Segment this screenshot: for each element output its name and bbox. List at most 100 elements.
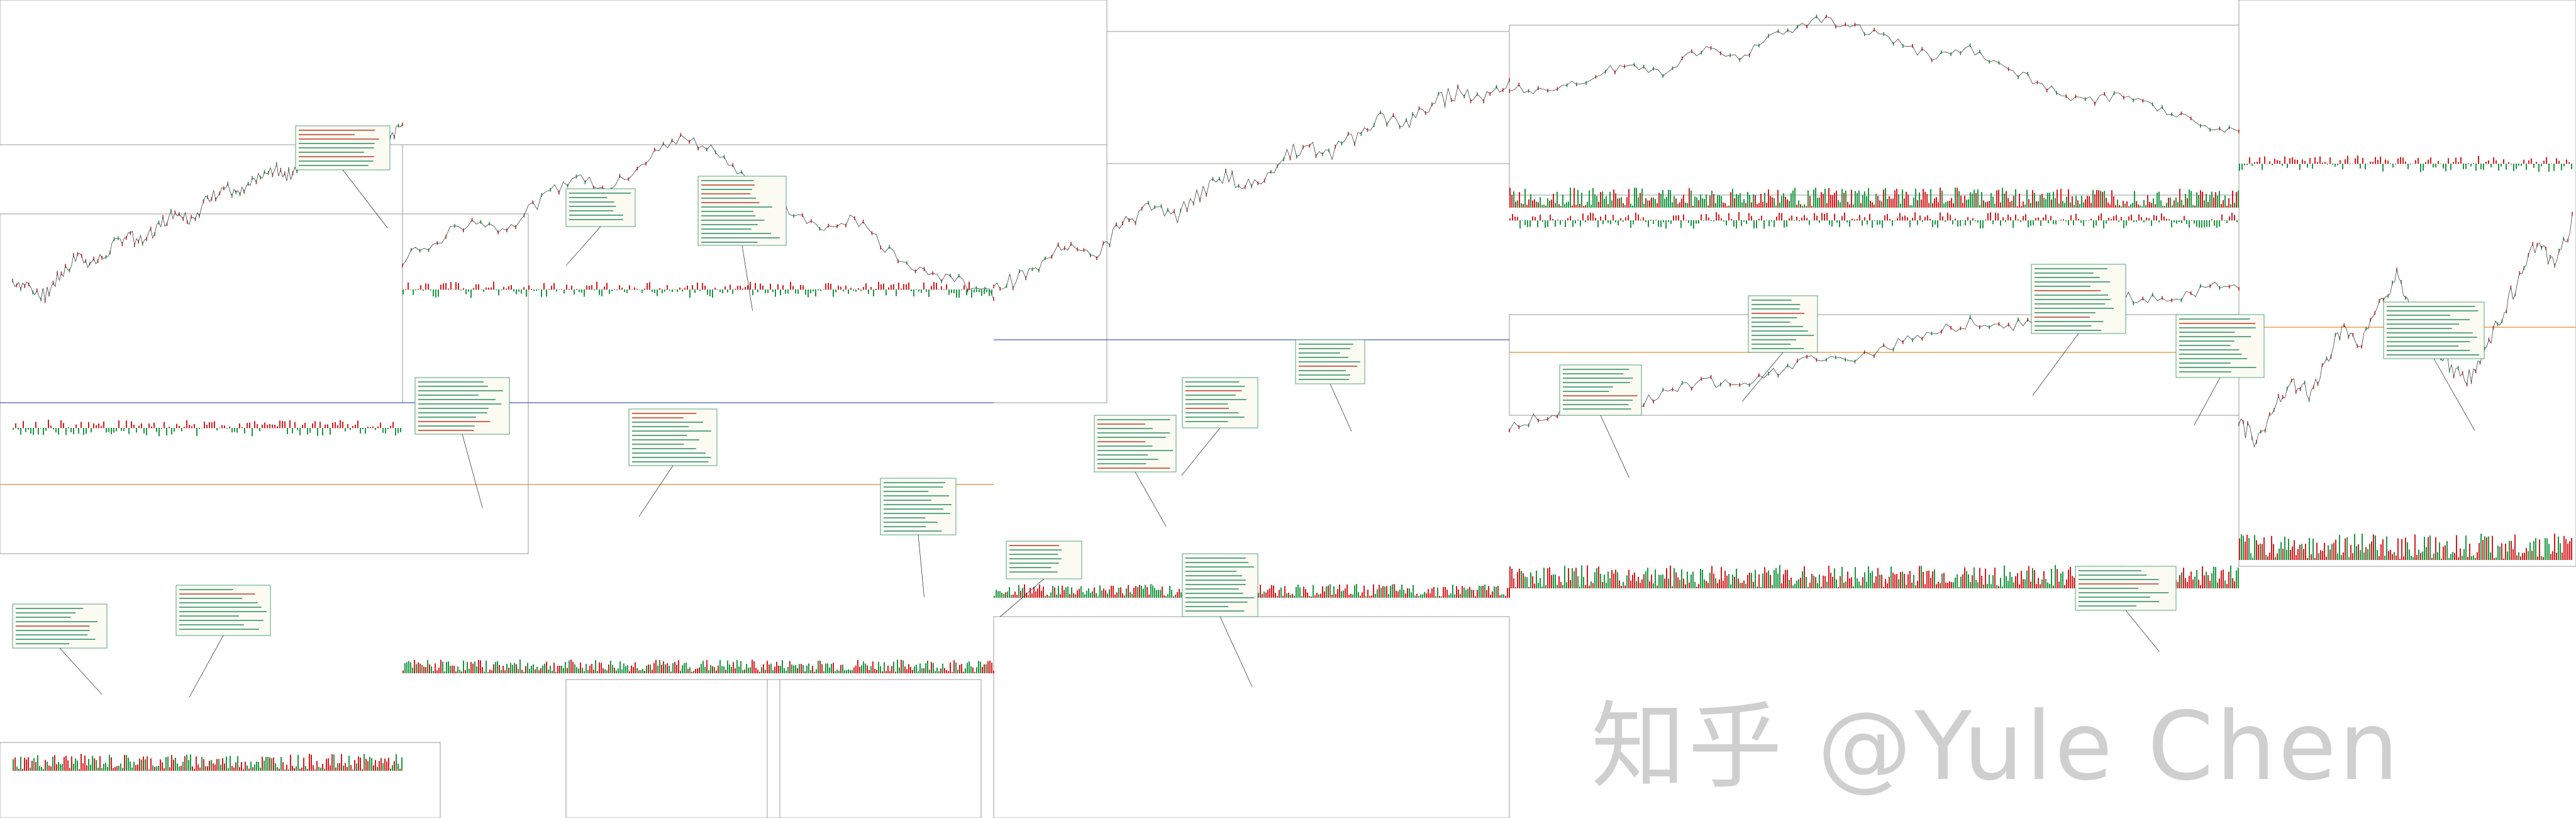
volume-bar xyxy=(2079,204,2080,208)
oscillator-bar xyxy=(933,282,935,290)
volume-bar xyxy=(1677,203,1679,208)
oscillator-bar xyxy=(1975,220,1976,221)
volume-bar xyxy=(2183,205,2184,208)
volume-bar xyxy=(2147,194,2148,208)
volume-bar xyxy=(753,661,755,673)
oscillator-bar xyxy=(1806,218,1807,221)
volume-bar xyxy=(1840,576,1841,588)
volume-bar xyxy=(1547,568,1548,588)
volume-bar xyxy=(1530,194,1531,208)
volume-bar xyxy=(665,664,666,673)
volume-bar xyxy=(767,661,768,673)
volume-bar xyxy=(1477,590,1478,598)
oscillator-bar xyxy=(543,283,545,290)
volume-bar xyxy=(586,664,587,673)
volume-bar xyxy=(1964,567,1965,588)
oscillator-bar xyxy=(780,289,781,296)
oscillator-bar xyxy=(667,285,668,290)
volume-bar xyxy=(2473,555,2474,560)
volume-bar xyxy=(1341,591,1342,598)
oscillator-bar xyxy=(2561,164,2562,171)
volume-bar xyxy=(1422,594,1423,598)
volume-bar xyxy=(1932,203,1933,208)
volume-bar xyxy=(744,670,745,673)
oscillator-bar xyxy=(395,428,396,436)
oscillator-bar xyxy=(2244,164,2245,165)
oscillator-bar xyxy=(1726,220,1727,226)
volume-bar xyxy=(897,659,898,673)
oscillator-bar xyxy=(2010,217,2011,221)
volume-bar xyxy=(1817,198,1818,208)
oscillator-bar xyxy=(619,285,620,290)
annotation-callout xyxy=(1182,553,1258,687)
volume-bar xyxy=(1473,590,1474,598)
volume-bar xyxy=(1587,565,1588,588)
oscillator-bar xyxy=(745,286,746,290)
oscillator-bar xyxy=(694,289,696,293)
volume-bar xyxy=(425,667,426,673)
volume-bar xyxy=(1996,585,1997,588)
volume-bar xyxy=(701,663,702,673)
volume-bar xyxy=(1745,203,1746,208)
oscillator-bar xyxy=(820,289,821,291)
volume-bar xyxy=(2399,558,2401,560)
volume-bar xyxy=(1367,590,1368,598)
volume-bar xyxy=(474,661,475,673)
volume-bar xyxy=(1541,586,1543,588)
oscillator-bar xyxy=(1597,220,1599,228)
volume-bar xyxy=(2124,203,2126,208)
volume-bar xyxy=(1653,197,1654,208)
volume-bar xyxy=(2441,558,2442,560)
annotation-callout xyxy=(175,585,271,698)
volume-bar xyxy=(599,662,600,673)
volume-bar xyxy=(1638,576,1639,588)
oscillator-bar xyxy=(133,424,135,429)
volume-bar xyxy=(2224,195,2226,208)
volume-bar xyxy=(1621,586,1622,588)
volume-bar xyxy=(1645,571,1646,588)
volume-bar xyxy=(502,665,504,673)
volume-bar xyxy=(936,667,938,673)
volume-bar xyxy=(114,766,116,771)
volume-bar xyxy=(167,756,169,771)
oscillator-bar xyxy=(357,420,358,429)
volume-bar xyxy=(2558,536,2559,560)
volume-bar xyxy=(311,754,312,771)
volume-bar xyxy=(377,766,378,771)
volume-bar xyxy=(2160,200,2162,208)
annotation-callout xyxy=(2175,314,2265,425)
volume-bar xyxy=(580,663,581,673)
oscillator-bar xyxy=(2438,160,2439,164)
volume-bar xyxy=(111,757,112,771)
oscillator-bar xyxy=(219,427,220,429)
volume-bar xyxy=(2428,537,2429,560)
volume-bar xyxy=(1734,198,1735,208)
volume-bar xyxy=(2062,571,2063,588)
oscillator-bar xyxy=(501,289,502,291)
oscillator-bar xyxy=(2080,220,2082,223)
oscillator-bar xyxy=(1582,213,1584,221)
oscillator-bar xyxy=(2460,157,2462,164)
oscillator-bar xyxy=(1849,220,1850,227)
oscillator-bar xyxy=(1879,220,1880,225)
volume-bar xyxy=(933,663,934,673)
oscillator-bar xyxy=(2485,161,2487,164)
volume-bar xyxy=(31,761,33,771)
volume-bar xyxy=(597,671,598,673)
oscillator-bar xyxy=(1660,220,1662,228)
volume-bar xyxy=(1607,571,1609,588)
volume-bar xyxy=(2132,203,2133,208)
oscillator-bar xyxy=(2264,156,2265,164)
volume-bar xyxy=(1354,585,1355,598)
oscillator-bar xyxy=(521,289,522,294)
oscillator-bar xyxy=(199,428,200,429)
volume-bar xyxy=(1624,204,1626,208)
oscillator-bar xyxy=(516,289,517,294)
volume-bar xyxy=(1707,205,1709,208)
volume-bar xyxy=(1847,571,1848,588)
volume-bar xyxy=(1806,576,1807,588)
volume-bar xyxy=(124,754,125,771)
volume-bar xyxy=(1664,198,1665,208)
oscillator-bar xyxy=(360,428,361,434)
volume-bar xyxy=(1783,193,1784,208)
